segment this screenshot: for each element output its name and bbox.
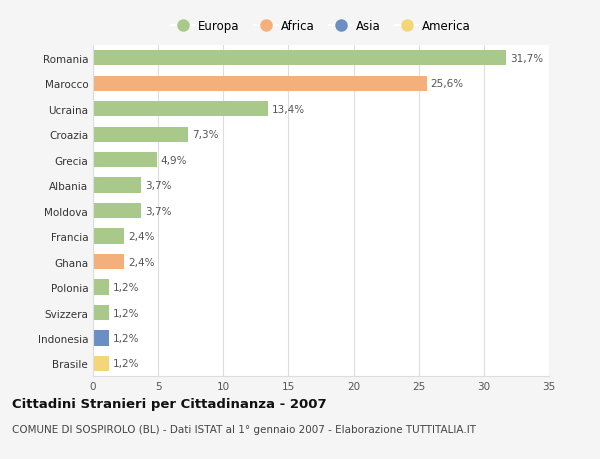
Bar — [93, 51, 506, 66]
Text: 1,2%: 1,2% — [113, 333, 139, 343]
Text: 31,7%: 31,7% — [510, 54, 543, 64]
Text: 1,2%: 1,2% — [113, 282, 139, 292]
Text: 1,2%: 1,2% — [113, 358, 139, 369]
Text: 7,3%: 7,3% — [192, 130, 218, 140]
Text: 2,4%: 2,4% — [128, 257, 155, 267]
Text: 3,7%: 3,7% — [145, 206, 172, 216]
Text: 25,6%: 25,6% — [430, 79, 464, 89]
Bar — [93, 178, 141, 193]
Bar — [93, 76, 427, 92]
Text: 1,2%: 1,2% — [113, 308, 139, 318]
Bar — [93, 102, 268, 117]
Bar — [93, 153, 157, 168]
Bar — [93, 280, 109, 295]
Bar — [93, 203, 141, 219]
Text: 2,4%: 2,4% — [128, 232, 155, 241]
Text: 4,9%: 4,9% — [161, 155, 187, 165]
Text: 3,7%: 3,7% — [145, 181, 172, 190]
Bar — [93, 254, 124, 269]
Bar — [93, 229, 124, 244]
Bar — [93, 305, 109, 320]
Bar — [93, 356, 109, 371]
Bar — [93, 127, 188, 142]
Text: Cittadini Stranieri per Cittadinanza - 2007: Cittadini Stranieri per Cittadinanza - 2… — [12, 397, 326, 410]
Text: 13,4%: 13,4% — [271, 105, 305, 114]
Bar — [93, 330, 109, 346]
Legend: Europa, Africa, Asia, America: Europa, Africa, Asia, America — [171, 21, 471, 34]
Text: COMUNE DI SOSPIROLO (BL) - Dati ISTAT al 1° gennaio 2007 - Elaborazione TUTTITAL: COMUNE DI SOSPIROLO (BL) - Dati ISTAT al… — [12, 425, 476, 435]
